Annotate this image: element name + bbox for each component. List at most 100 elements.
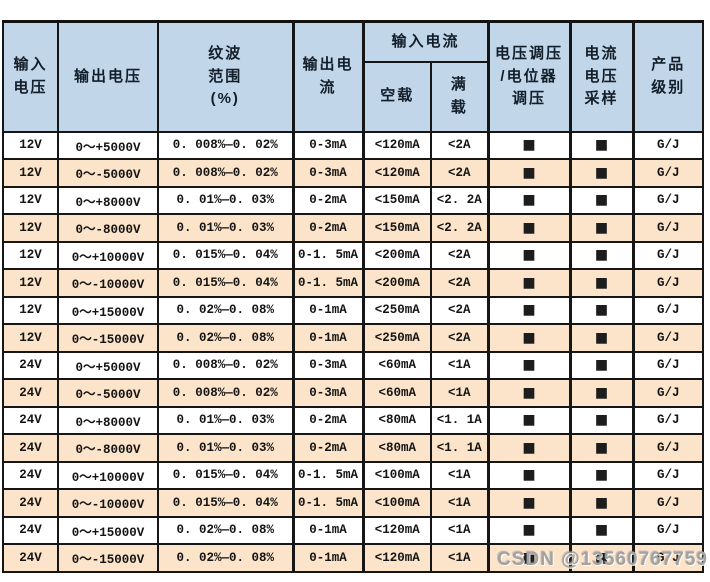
cell-input-voltage: 24V	[2, 460, 59, 490]
cell-output-voltage: 0～+10000V	[57, 240, 159, 270]
cell-product-grade: G/J	[631, 515, 705, 545]
cell-output-current: 0-1. 5mA	[291, 268, 364, 298]
cell-full-load-current: <2A	[429, 240, 490, 270]
cell-voltage-regulation: ■	[486, 543, 572, 573]
filled-square-marker: ■	[522, 384, 536, 401]
filled-square-marker: ■	[594, 302, 609, 319]
cell-current-voltage-sampling: ■	[568, 378, 635, 408]
table-row: 24V 0～-15000V 0. 02%—0. 08% 0-1mA <120mA <1A ■…	[2, 543, 705, 573]
cell-product-grade: G/J	[631, 240, 705, 270]
cell-output-voltage: 0～+15000V	[57, 295, 159, 325]
cell-output-voltage: 0～+10000V	[57, 460, 159, 490]
cell-current-voltage-sampling: ■	[568, 268, 635, 298]
table-body: 12V 0～+5000V 0. 008%—0. 02% 0-3mA <120mA <2A ■…	[2, 130, 705, 573]
header-full-load: 满 载	[429, 60, 490, 133]
header-output-current: 输出电 流	[291, 20, 364, 133]
cell-input-voltage: 24V	[2, 405, 59, 435]
table-row: 12V 0～-8000V 0. 01%—0. 03% 0-2mA <150mA <2. 2…	[2, 213, 705, 243]
filled-square-marker: ■	[594, 329, 609, 346]
cell-current-voltage-sampling: ■	[568, 488, 635, 518]
cell-product-grade: G/J	[631, 378, 705, 408]
filled-square-marker: ■	[522, 247, 536, 264]
cell-output-current: 0-1mA	[291, 543, 364, 573]
table-row: 24V 0～-10000V 0. 015%—0. 04% 0-1. 5mA <100mA…	[2, 488, 705, 518]
cell-output-voltage: 0～-5000V	[57, 378, 159, 408]
filled-square-marker: ■	[522, 219, 536, 236]
filled-square-marker: ■	[522, 412, 536, 429]
header-current-voltage-sampling: 电流 电压 采样	[568, 20, 635, 133]
filled-square-marker: ■	[522, 274, 536, 291]
filled-square-marker: ■	[522, 329, 536, 346]
cell-output-current: 0-1. 5mA	[291, 460, 364, 490]
cell-current-voltage-sampling: ■	[568, 433, 635, 463]
cell-voltage-regulation: ■	[486, 405, 572, 435]
table-row: 24V 0～+10000V 0. 015%—0. 04% 0-1. 5mA <100mA…	[2, 460, 705, 490]
cell-ripple-range: 0. 01%—0. 03%	[157, 405, 294, 435]
cell-output-voltage: 0～-5000V	[57, 158, 159, 188]
cell-input-voltage: 24V	[2, 515, 59, 545]
cell-output-current: 0-2mA	[291, 213, 364, 243]
cell-ripple-range: 0. 02%—0. 08%	[157, 323, 294, 353]
filled-square-marker: ■	[594, 384, 609, 401]
cell-product-grade: G/J	[631, 130, 705, 160]
cell-full-load-current: <1A	[429, 543, 490, 573]
filled-square-marker: ■	[594, 357, 609, 374]
cell-output-voltage: 0～+5000V	[57, 350, 159, 380]
cell-output-current: 0-1. 5mA	[291, 240, 364, 270]
cell-full-load-current: <1A	[429, 515, 490, 545]
cell-full-load-current: <1. 1A	[429, 405, 490, 435]
header-ripple-range: 纹波 范围 (%)	[157, 20, 294, 133]
cell-current-voltage-sampling: ■	[568, 240, 635, 270]
table-row: 12V 0～-10000V 0. 015%—0. 04% 0-1. 5mA <200mA…	[2, 268, 705, 298]
filled-square-marker: ■	[594, 549, 609, 566]
cell-product-grade: G/J	[631, 268, 705, 298]
cell-ripple-range: 0. 02%—0. 08%	[157, 515, 294, 545]
cell-full-load-current: <2A	[429, 158, 490, 188]
cell-voltage-regulation: ■	[486, 488, 572, 518]
cell-output-current: 0-1mA	[291, 295, 364, 325]
cell-output-current: 0-2mA	[291, 185, 364, 215]
cell-ripple-range: 0. 008%—0. 02%	[157, 158, 294, 188]
cell-current-voltage-sampling: ■	[568, 295, 635, 325]
table-row: 24V 0～-5000V 0. 008%—0. 02% 0-3mA <60mA <1A ■ ■…	[2, 378, 705, 408]
cell-no-load-current: <250mA	[361, 323, 432, 353]
cell-ripple-range: 0. 008%—0. 02%	[157, 130, 294, 160]
filled-square-marker: ■	[522, 494, 536, 511]
header-product-grade: 产品 级别	[631, 20, 705, 133]
cell-product-grade: G/J	[631, 213, 705, 243]
cell-input-voltage: 12V	[2, 323, 59, 353]
cell-output-current: 0-3mA	[291, 130, 364, 160]
cell-voltage-regulation: ■	[486, 295, 572, 325]
cell-product-grade: G/J	[631, 488, 705, 518]
table-row: 12V 0～-15000V 0. 02%—0. 08% 0-1mA <250mA <2A ■…	[2, 323, 705, 353]
cell-full-load-current: <2A	[429, 268, 490, 298]
cell-voltage-regulation: ■	[486, 268, 572, 298]
cell-ripple-range: 0. 008%—0. 02%	[157, 350, 294, 380]
cell-output-voltage: 0～+8000V	[57, 185, 159, 215]
cell-full-load-current: <1A	[429, 460, 490, 490]
filled-square-marker: ■	[522, 467, 536, 484]
cell-full-load-current: <1A	[429, 350, 490, 380]
cell-output-current: 0-3mA	[291, 350, 364, 380]
cell-output-current: 0-1mA	[291, 515, 364, 545]
cell-input-voltage: 12V	[2, 268, 59, 298]
cell-output-voltage: 0～-10000V	[57, 268, 159, 298]
cell-product-grade: G/J	[631, 460, 705, 490]
table-row: 12V 0～+10000V 0. 015%—0. 04% 0-1. 5mA <200mA…	[2, 240, 705, 270]
cell-current-voltage-sampling: ■	[568, 213, 635, 243]
cell-ripple-range: 0. 008%—0. 02%	[157, 378, 294, 408]
cell-full-load-current: <2A	[429, 130, 490, 160]
cell-ripple-range: 0. 02%—0. 08%	[157, 543, 294, 573]
cell-current-voltage-sampling: ■	[568, 350, 635, 380]
filled-square-marker: ■	[522, 137, 536, 154]
cell-input-voltage: 12V	[2, 130, 59, 160]
filled-square-marker: ■	[522, 439, 536, 456]
cell-output-voltage: 0～-15000V	[57, 323, 159, 353]
cell-current-voltage-sampling: ■	[568, 405, 635, 435]
cell-input-voltage: 24V	[2, 350, 59, 380]
cell-no-load-current: <150mA	[361, 213, 432, 243]
cell-no-load-current: <100mA	[361, 488, 432, 518]
cell-ripple-range: 0. 01%—0. 03%	[157, 433, 294, 463]
cell-output-current: 0-3mA	[291, 158, 364, 188]
cell-voltage-regulation: ■	[486, 130, 572, 160]
